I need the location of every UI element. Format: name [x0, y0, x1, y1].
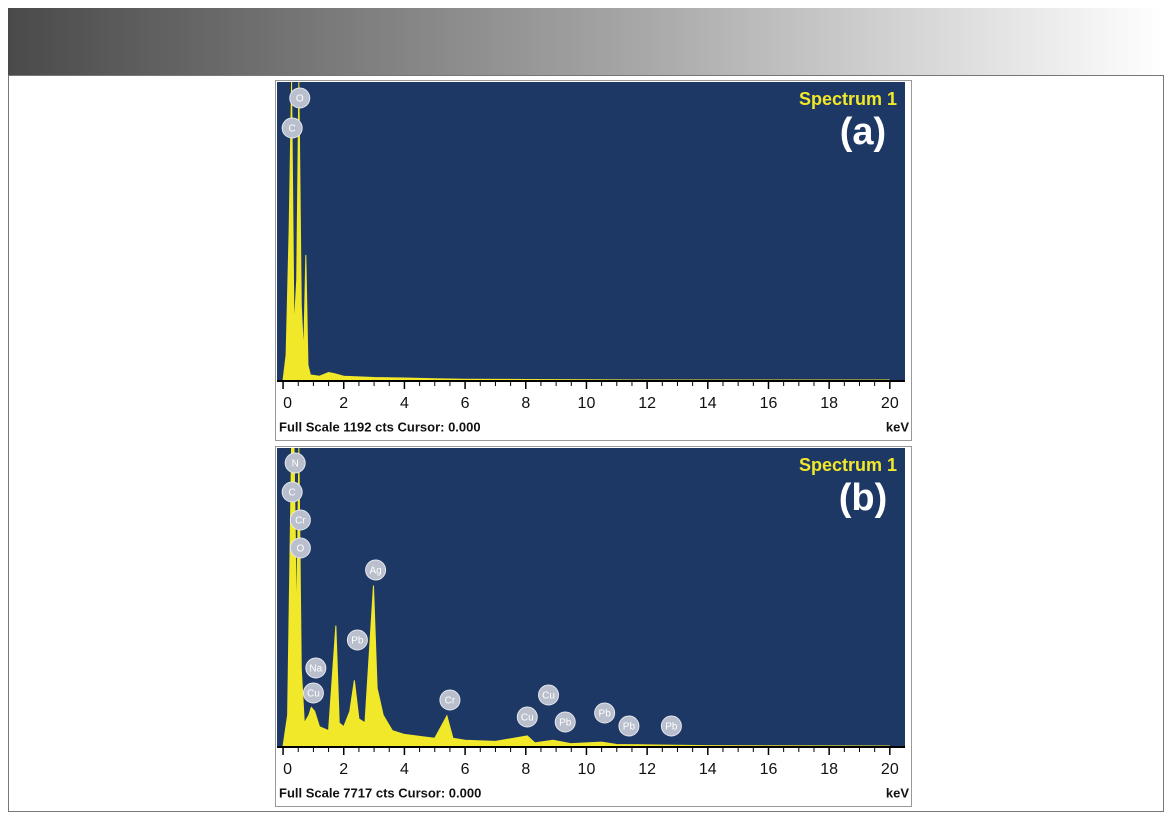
peak-badge: [660, 715, 682, 737]
panel-label: (b): [839, 477, 888, 519]
peak-label: O: [296, 544, 304, 555]
x-tick-label: 8: [521, 761, 530, 778]
x-tick-label: 4: [400, 395, 409, 412]
panel: 0 2 4 6 8 10 12 14 16 18 20 Full Scale 1192 cts Cur…: [275, 80, 912, 441]
x-tick-label: 10: [578, 395, 596, 412]
x-tick-label: 20: [881, 761, 899, 778]
panel-label: (a): [840, 111, 886, 153]
x-tick-label: 6: [461, 761, 470, 778]
x-tick-label: 16: [760, 761, 778, 778]
peak-label: Pb: [351, 636, 364, 647]
peak-badge: [289, 509, 311, 531]
x-tick-label: 12: [638, 761, 656, 778]
peak-badge: [284, 452, 306, 474]
x-tick-label: 16: [760, 395, 778, 412]
peak-badge: [289, 87, 311, 109]
x-tick-label: 0: [283, 761, 292, 778]
x-tick-label: 14: [699, 395, 717, 412]
x-tick-label: 10: [578, 761, 596, 778]
peak-label: Cr: [295, 516, 306, 527]
x-tick-label: 2: [339, 395, 348, 412]
header-bar: [8, 8, 1164, 75]
peak-badge: [305, 657, 327, 679]
spectrum: [282, 448, 890, 746]
peak-label: Ag: [369, 566, 381, 577]
spectrum-title: Spectrum 1: [799, 89, 897, 109]
peak-badge: [618, 715, 640, 737]
peak-label: Pb: [623, 722, 636, 733]
peak-label: Pb: [665, 722, 678, 733]
plot-area: [277, 448, 905, 746]
peak-label: Pb: [559, 718, 572, 729]
peak-badge: [554, 711, 576, 733]
footer: Full Scale 1192 cts Cursor: 0.000: [279, 419, 481, 434]
peak-label: Cr: [445, 696, 456, 707]
x-tick-label: 12: [638, 395, 656, 412]
peak-label: N: [292, 459, 299, 470]
x-tick-label: 18: [820, 761, 838, 778]
peak-label: Cu: [542, 691, 555, 702]
plot-area: [277, 82, 905, 380]
footer: Full Scale 7717 cts Cursor: 0.000: [279, 785, 481, 800]
peak-badge: [289, 537, 311, 559]
x-tick-label: 0: [283, 395, 292, 412]
x-unit: keV: [886, 785, 909, 800]
peak-badge: [439, 689, 461, 711]
x-tick-label: 6: [461, 395, 470, 412]
x-tick-label: 4: [400, 761, 409, 778]
peak-label: Cu: [307, 689, 320, 700]
x-tick-label: 14: [699, 761, 717, 778]
x-tick-label: 18: [820, 395, 838, 412]
x-unit: keV: [886, 419, 909, 434]
peak-badge: [302, 682, 324, 704]
peak-label: C: [289, 488, 296, 499]
x-tick-label: 2: [339, 761, 348, 778]
peak-badge: [516, 706, 538, 728]
peak-badge: [594, 702, 616, 724]
peak-badge: [281, 117, 303, 139]
x-tick-label: 8: [521, 395, 530, 412]
spectrum: [282, 82, 890, 380]
peak-badge: [346, 629, 368, 651]
peak-label: Na: [309, 664, 322, 675]
peak-label: O: [296, 94, 304, 105]
peak-label: C: [289, 124, 296, 135]
spectrum-title: Spectrum 1: [799, 455, 897, 475]
panel: 0 2 4 6 8 10 12 14 16 18 20 Full Scale 7717 cts Cur…: [275, 446, 912, 807]
peak-badge: [365, 559, 387, 581]
peak-label: Pb: [599, 709, 612, 720]
peak-badge: [538, 684, 560, 706]
frame: [8, 75, 1164, 812]
peak-badge: [281, 481, 303, 503]
peak-label: Cu: [521, 713, 534, 724]
x-tick-label: 20: [881, 395, 899, 412]
